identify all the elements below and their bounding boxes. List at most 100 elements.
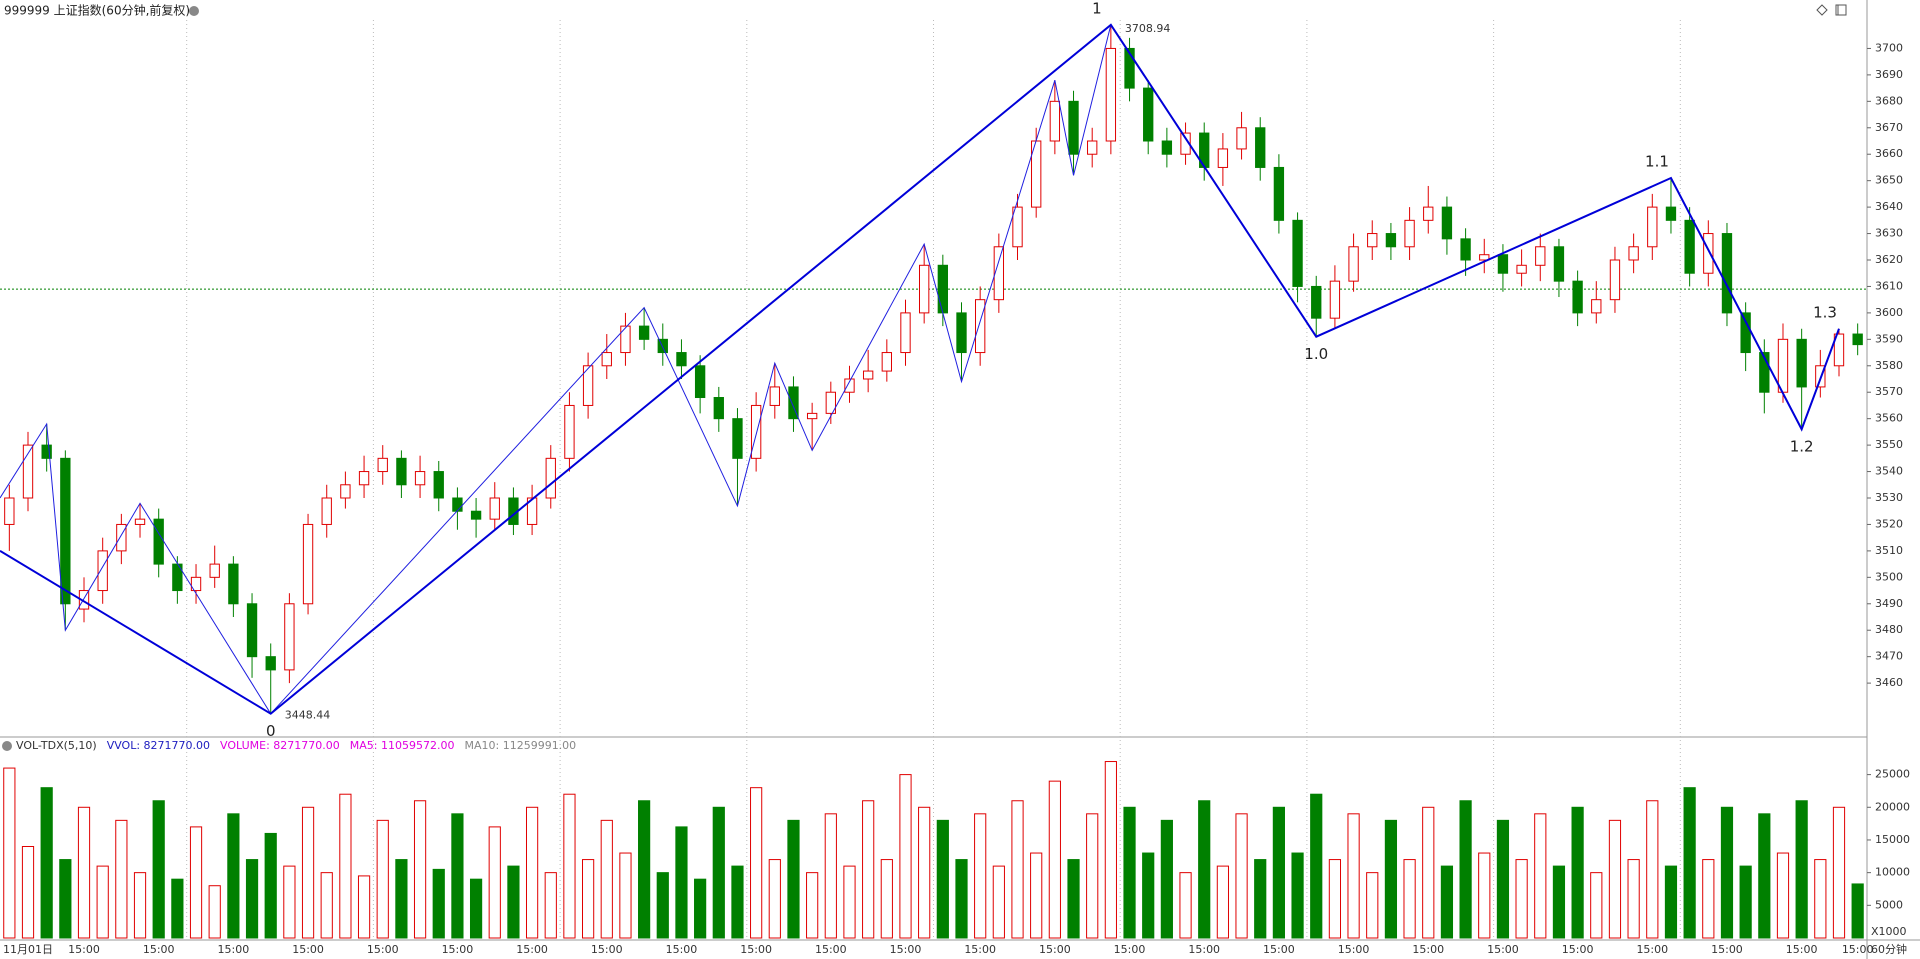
candle-body [321,497,332,525]
candle-body [97,550,108,592]
volume-bar [77,806,91,939]
title-menu[interactable] [189,6,199,16]
wave-label: 1.3 [1813,303,1837,321]
y-tick-label: 3550 [1875,438,1903,451]
volume-bar [1310,793,1323,939]
volume-bar [768,859,781,939]
window-icon[interactable] [1835,4,1847,16]
volume-bar [376,819,389,939]
volume-bar [1235,813,1248,939]
volume-bar [1515,859,1528,939]
y-tick-label: 3540 [1875,465,1903,478]
volume-bar [806,872,819,939]
volume-bar [936,819,949,939]
wave-label: 1.1 [1645,153,1669,171]
volume-bar [712,806,725,939]
volume-bar [264,832,277,939]
candle-body [1236,127,1247,150]
y-tick-label: 3610 [1875,279,1903,292]
candle-body [1721,233,1733,314]
volume-bar [992,865,1005,939]
y-tick-label: 3530 [1875,491,1903,504]
candle-body [750,404,762,459]
volume-tick-label: 10000 [1875,866,1910,879]
volume-bar [320,872,333,939]
candle-body [788,386,799,420]
volume-bar [395,859,408,939]
candle-body [1367,233,1378,248]
volume-bar [899,774,912,939]
candle-body [1647,206,1658,248]
high-annotation: 3708.94 [1125,22,1171,35]
y-tick-label: 3590 [1875,332,1903,345]
volume-bar [96,865,109,939]
volume-bar [1683,787,1696,939]
volume-bar [1142,852,1155,939]
x-tick-label: 15:00 [666,943,698,956]
volume-bar [245,859,259,939]
volume-bar [189,826,203,939]
volume-bar [1758,813,1771,939]
volume-bar [1608,819,1622,939]
volume-bar [1702,859,1715,939]
volume-bar [1627,859,1640,939]
candle-body [881,352,892,372]
volume-bar [1496,819,1510,939]
volume-bar [1123,806,1136,939]
volume-bar [1664,865,1678,939]
candle-body [265,656,276,671]
candle-body [1292,219,1303,287]
volume-bar [787,819,800,939]
x-tick-label: 15:00 [218,943,250,956]
volume-bar [1422,806,1435,939]
chart-title: 999999 上证指数(60分钟,前复权) [4,3,190,18]
y-tick-label: 3520 [1875,517,1903,530]
volume-tick-label: 15000 [1875,833,1910,846]
x-tick-label: 15:00 [442,943,474,956]
volume-bar [59,859,72,939]
candle-body [545,457,556,499]
volume-bar [843,865,856,939]
volume-bar [3,767,16,939]
diamond-icon[interactable] [1816,4,1828,16]
candle-body [1423,206,1434,221]
volume-bar [115,819,128,939]
candle-body [1404,219,1415,248]
volume-bar [1011,800,1024,939]
volume-bar [619,852,632,939]
candle-body [190,576,202,592]
volume-menu[interactable] [2,741,12,751]
candle-body [1217,148,1229,168]
candle-body [1087,140,1098,155]
volume-bar [1198,800,1211,939]
volume-bar [1216,865,1229,939]
candle-body [620,325,631,354]
volume-bar [357,875,371,939]
candle-body [1497,254,1509,274]
candle-body [564,404,575,459]
candle-body [4,497,15,525]
x-tick-label: 15:00 [1114,943,1146,956]
candle-body [1385,233,1397,248]
candle-body [713,397,724,420]
candle-body [1124,47,1135,89]
volume-bar [507,865,520,939]
x-tick-label: 15:00 [1039,943,1071,956]
candle-body [302,523,314,605]
volume-bar [227,813,240,939]
volume-bar [40,787,53,939]
volume-bar [824,813,837,939]
volume-bar [208,885,221,939]
y-tick-label: 3660 [1875,147,1903,160]
volume-bar [1030,852,1043,939]
candle-body [601,352,612,367]
y-tick-label: 3490 [1875,597,1903,610]
volume-bar [880,859,893,939]
volume-bar [152,800,165,939]
volume-bar [694,878,707,939]
candle-body [1049,100,1061,142]
candle-body [1255,127,1266,168]
volume-bar [582,859,595,939]
candle-body [489,497,500,520]
candle-body [1161,140,1173,155]
